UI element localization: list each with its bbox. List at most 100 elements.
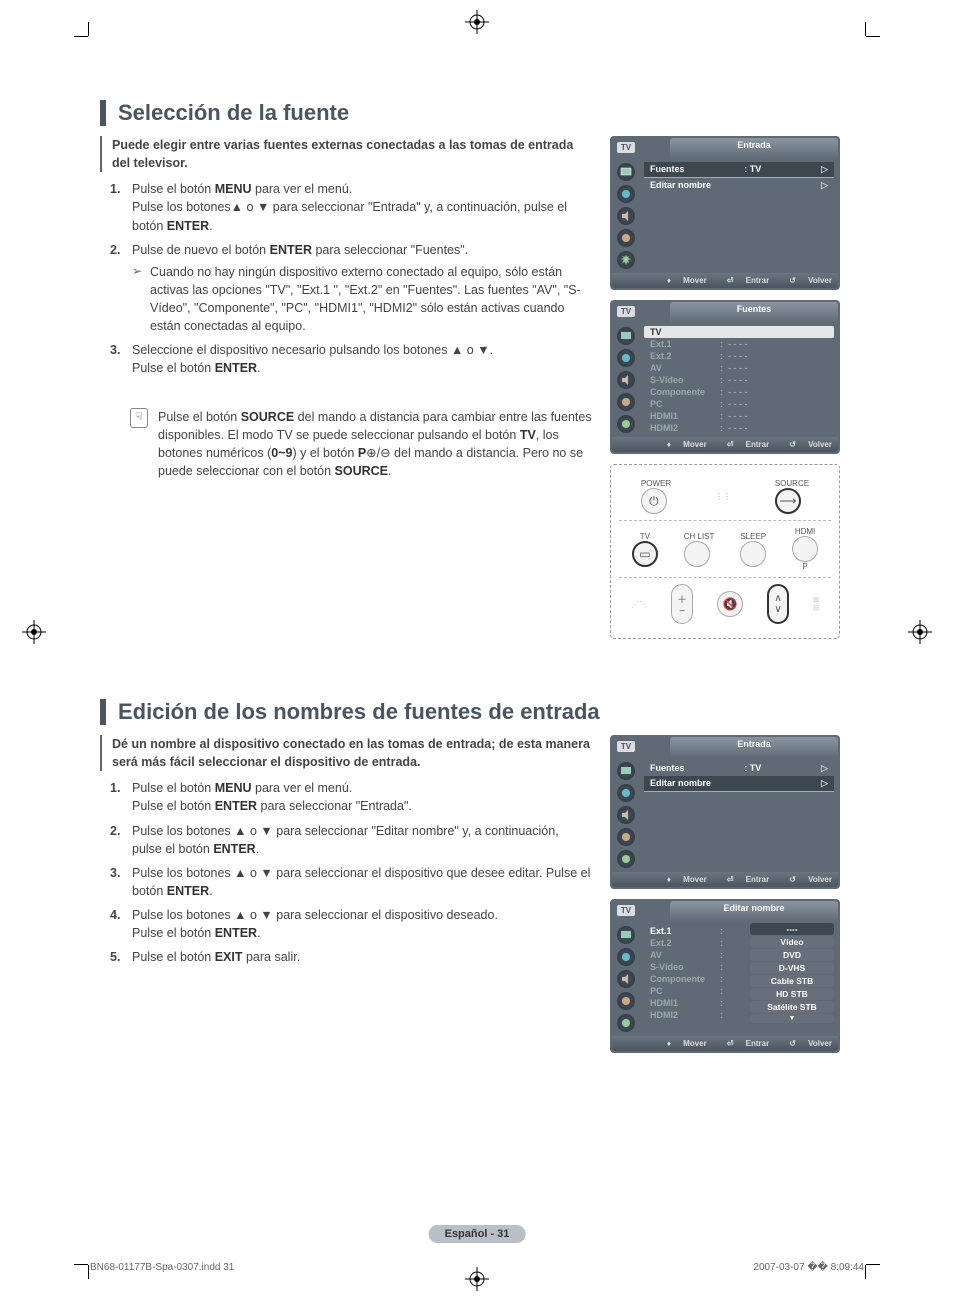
channel-icon [617, 828, 635, 846]
picture-icon [617, 349, 635, 367]
step-number: 2. [110, 822, 132, 858]
osd-title: Editar nombre [670, 901, 838, 922]
osd-rows: Fuentes: TV▷Editar nombre▷ [640, 758, 838, 872]
osd-title: Fuentes [670, 302, 838, 323]
intro-text: Puede elegir entre varias fuentes extern… [100, 136, 592, 172]
hdmi-button [792, 536, 818, 562]
setup-icon [617, 850, 635, 868]
source-row: TV [644, 326, 834, 338]
step-body: Seleccione el dispositivo necesario puls… [132, 341, 592, 377]
source-row: PC: - - - - [644, 398, 834, 410]
device-name-option: ---- [750, 923, 834, 935]
channel-icon [617, 393, 635, 411]
osd-entrada: TVEntrada Fuentes: TV▷Editar nombre▷ ♦ M… [610, 735, 840, 889]
source-button: ⟶ [775, 488, 801, 514]
section-edicion-nombres: Edición de los nombres de fuentes de ent… [100, 699, 840, 1063]
volume-rocker: ＋− [671, 584, 693, 624]
crop-mark [88, 1265, 89, 1279]
osd-tv-label: TV [617, 306, 635, 317]
footer-move: ♦ Mover [657, 440, 707, 449]
step-sub: Cuando no hay ningún dispositivo externo… [132, 263, 592, 336]
input-icon [617, 163, 635, 181]
registration-mark-icon [465, 10, 489, 34]
tv-button: ▭ [632, 541, 658, 567]
channel-rocker: ∧∨ [767, 584, 789, 624]
sound-icon [617, 970, 635, 988]
footer-back: ↺ Volver [779, 1039, 832, 1048]
page-number-badge: Español - 31 [429, 1225, 526, 1243]
device-name-option: Satélite STB [750, 1001, 834, 1013]
device-name-option: Vídeo [750, 936, 834, 948]
section-title: Edición de los nombres de fuentes de ent… [100, 699, 840, 725]
remote-icon: ☟ [130, 408, 148, 428]
device-name-option: HD STB [750, 988, 834, 1000]
step-body: Pulse el botón MENU para ver el menú.Pul… [132, 779, 592, 815]
step-number: 3. [110, 864, 132, 900]
setup-icon [617, 251, 635, 269]
chlist-button [684, 541, 710, 567]
device-name-option: D-VHS [750, 962, 834, 974]
steps-list: 1.Pulse el botón MENU para ver el menú.P… [100, 779, 592, 966]
source-row: S-Vídeo: - - - - [644, 374, 834, 386]
registration-mark-icon [465, 1267, 489, 1291]
remote-p-label: P [792, 562, 818, 571]
source-row: Ext.2: - - - - [644, 350, 834, 362]
note-box: ☟ Pulse el botón SOURCE del mando a dist… [100, 408, 592, 481]
osd-footer: ♦ Mover ⏎ Entrar ↺ Volver [612, 437, 838, 452]
source-row: Componente: - - - - [644, 386, 834, 398]
osd-menu-row: Fuentes: TV▷ [644, 162, 834, 178]
step-body: Pulse de nuevo el botón ENTER para selec… [132, 241, 592, 336]
osd-sidebar-icons [612, 758, 640, 872]
remote-power-label: POWER [641, 479, 671, 488]
remote-diagram: POWER⏻ ⋮⋮ SOURCE⟶ TV▭ CH LIST SLEEP HDMI… [610, 464, 840, 639]
device-name-option: Cable STB [750, 975, 834, 987]
footer-enter: ⏎ Entrar [717, 440, 770, 449]
osd-sidebar-icons [612, 159, 640, 273]
osd-fuentes: TVFuentes TV Ext.1: - - - -Ext.2: - - - … [610, 300, 840, 454]
steps-list: 1.Pulse el botón MENU para ver el menú.P… [100, 180, 592, 377]
section-title: Selección de la fuente [100, 100, 840, 126]
setup-icon [617, 415, 635, 433]
step-body: Pulse los botones ▲ o ▼ para seleccionar… [132, 906, 592, 942]
osd-rows: Fuentes: TV▷Editar nombre▷ [640, 159, 838, 273]
footer-back: ↺ Volver [779, 875, 832, 884]
osd-title: Entrada [670, 138, 838, 159]
step-number: 1. [110, 180, 132, 234]
osd-entrada: TVEntrada Fuentes: TV▷Editar nombre▷ ♦ M… [610, 136, 840, 290]
intro-text: Dé un nombre al dispositivo conectado en… [100, 735, 592, 771]
remote-tv-label: TV [632, 532, 658, 541]
osd-tv-label: TV [617, 741, 635, 752]
osd-footer: ♦ Mover ⏎ Entrar ↺ Volver [612, 872, 838, 887]
footer-enter: ⏎ Entrar [717, 875, 770, 884]
step-number: 3. [110, 341, 132, 377]
source-row: HDMI1: - - - - [644, 410, 834, 422]
scroll-down-icon: ▼ [750, 1014, 834, 1023]
footer-filename: BN68-01177B-Spa-0307.indd 31 [90, 1262, 234, 1273]
step-body: Pulse el botón MENU para ver el menú.Pul… [132, 180, 592, 234]
footer-enter: ⏎ Entrar [717, 1039, 770, 1048]
footer-timestamp: 2007-03-07 �� 8:09:44 [753, 1262, 864, 1273]
step-number: 4. [110, 906, 132, 942]
step-body: Pulse el botón EXIT para salir. [132, 948, 592, 966]
osd-menu-row: Editar nombre▷ [644, 776, 834, 792]
footer-move: ♦ Mover [657, 875, 707, 884]
crop-mark [88, 22, 89, 36]
section-seleccion-fuente: Selección de la fuente Puede elegir entr… [100, 100, 840, 639]
osd-editar-nombre: TVEditar nombre Ext.1:Ext.2:AV:S-Vídeo:C… [610, 899, 840, 1053]
sound-icon [617, 806, 635, 824]
picture-icon [617, 784, 635, 802]
registration-mark-icon [908, 620, 932, 644]
registration-mark-icon [22, 620, 46, 644]
input-icon [617, 327, 635, 345]
osd-footer: ♦ Mover ⏎ Entrar ↺ Volver [612, 1036, 838, 1051]
osd-menu-row: Editar nombre▷ [644, 178, 834, 193]
osd-editar-body: Ext.1:Ext.2:AV:S-Vídeo:Componente:PC:HDM… [640, 922, 838, 1036]
input-icon [617, 926, 635, 944]
footer-move: ♦ Mover [657, 276, 707, 285]
step-body: Pulse los botones ▲ o ▼ para seleccionar… [132, 864, 592, 900]
remote-source-label: SOURCE [775, 479, 809, 488]
channel-icon [617, 229, 635, 247]
step-body: Pulse los botones ▲ o ▼ para seleccionar… [132, 822, 592, 858]
picture-icon [617, 185, 635, 203]
crop-mark [865, 1265, 866, 1279]
